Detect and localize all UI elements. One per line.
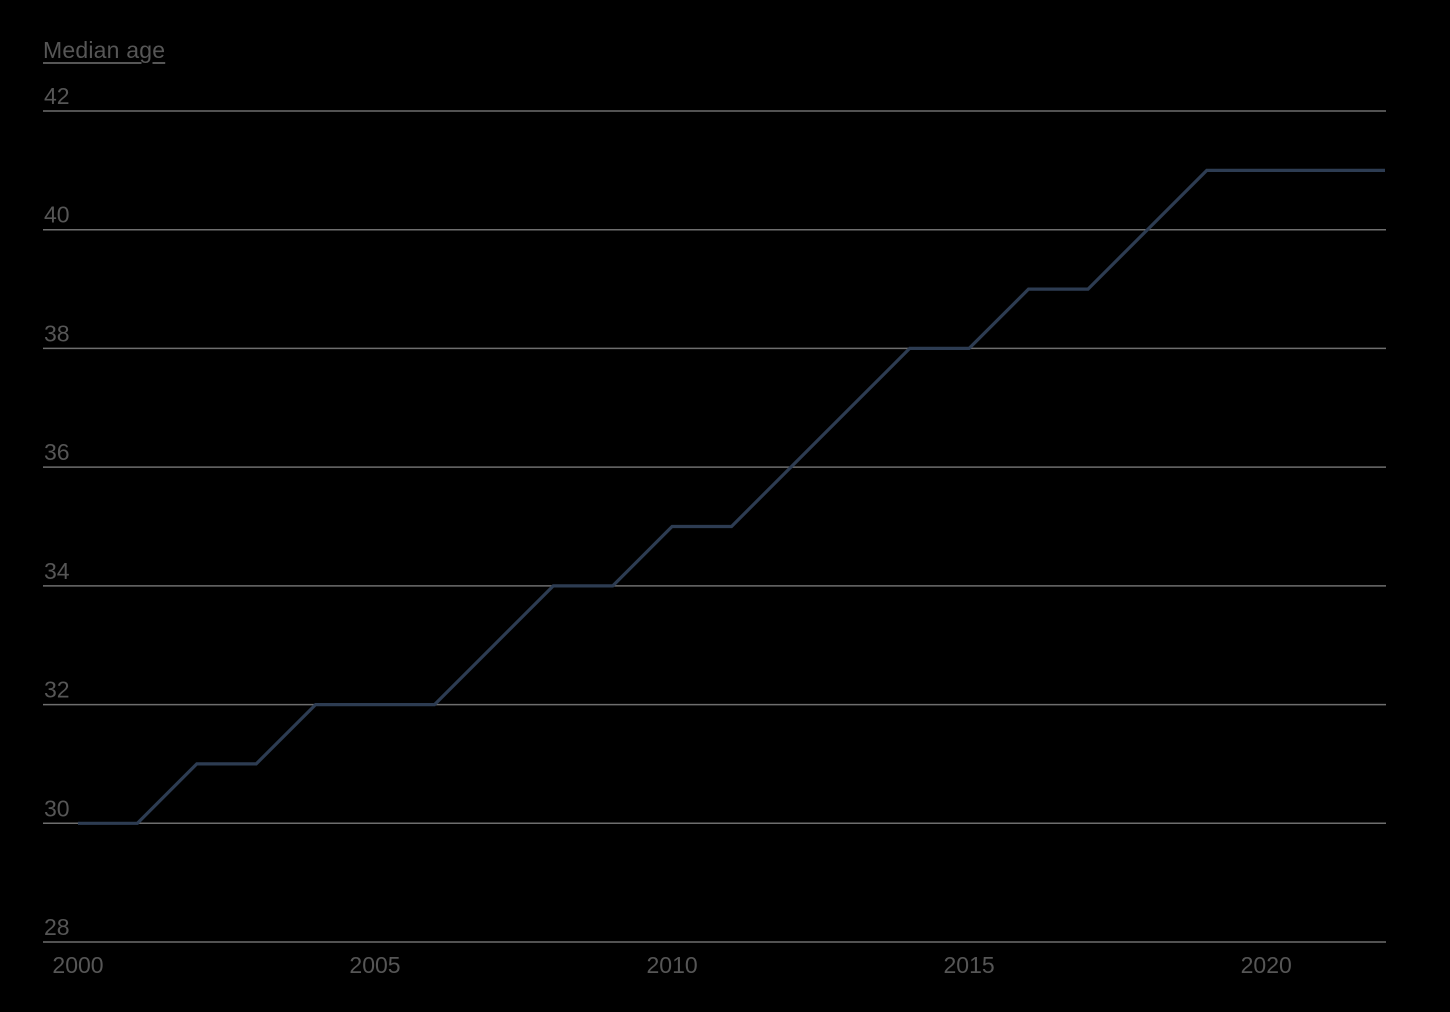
y-tick-label-36: 36 xyxy=(44,439,70,465)
y-tick-label-38: 38 xyxy=(44,320,70,346)
x-tick-label-2000: 2000 xyxy=(52,952,103,978)
median-age-data-line xyxy=(78,168,1385,825)
y-tick-label-42: 42 xyxy=(44,83,70,109)
y-tick-label-30: 30 xyxy=(44,795,70,821)
y-tick-label-40: 40 xyxy=(44,202,70,228)
y-tick-label-32: 32 xyxy=(44,677,70,703)
chart-title: Median age xyxy=(43,37,166,63)
y-tick-label-28: 28 xyxy=(44,914,70,940)
y-tick-label-34: 34 xyxy=(44,558,70,584)
x-tick-label-2020: 2020 xyxy=(1241,952,1292,978)
x-tick-label-2015: 2015 xyxy=(944,952,995,978)
x-tick-label-2005: 2005 xyxy=(349,952,400,978)
x-tick-label-2010: 2010 xyxy=(647,952,698,978)
